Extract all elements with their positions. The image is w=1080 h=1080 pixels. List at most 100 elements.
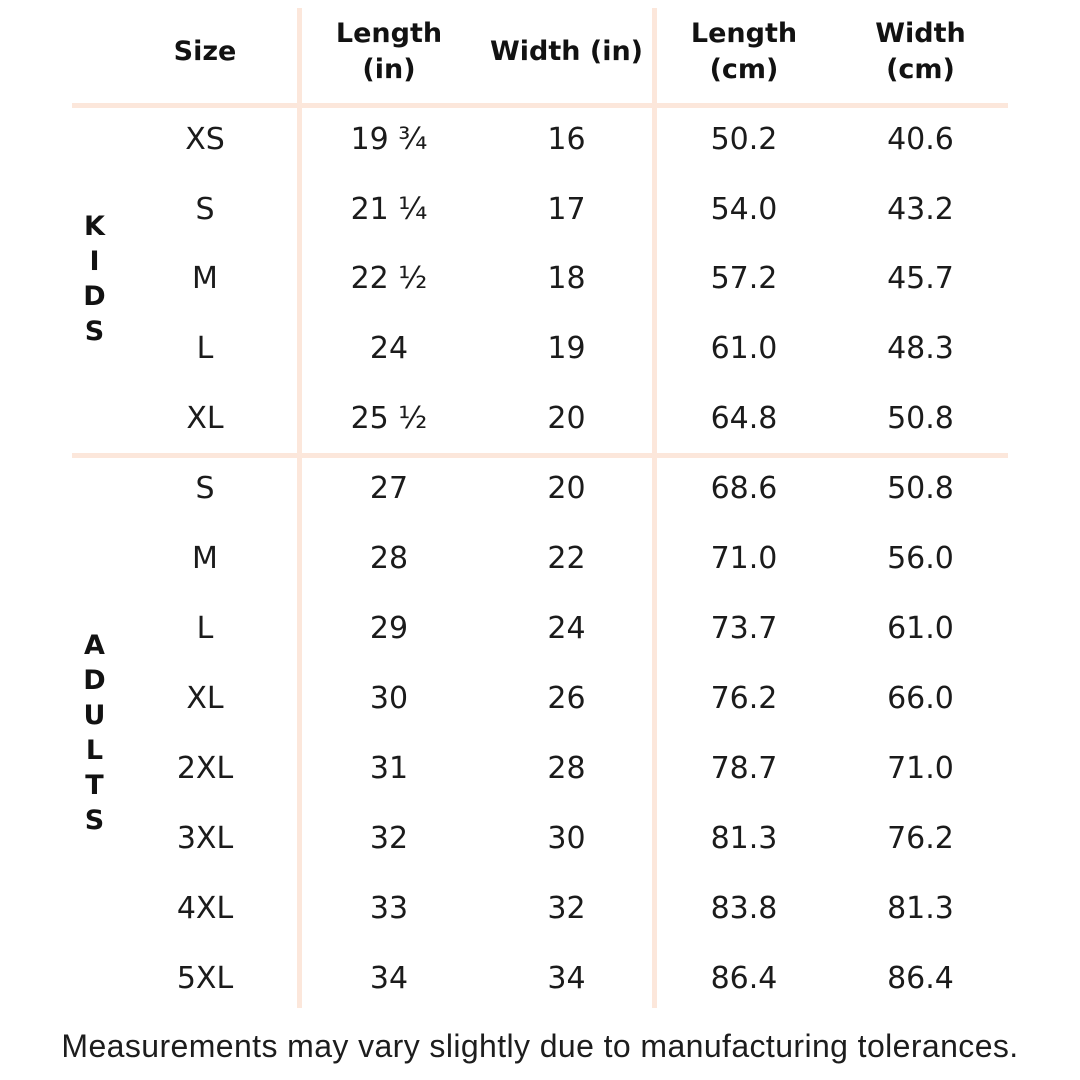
value-cell: 54.0 xyxy=(710,191,778,227)
value-cell: 17 xyxy=(547,191,586,227)
value-cell: 22 ½ xyxy=(350,261,428,297)
value-cell: 28 xyxy=(547,750,586,786)
size-cell: L xyxy=(196,610,214,646)
value-cell: 71.0 xyxy=(710,540,778,576)
value-cell: 81.3 xyxy=(887,890,954,926)
group-letter: D xyxy=(83,665,107,696)
value-cell: 48.3 xyxy=(887,331,954,367)
value-cell: 19 ¾ xyxy=(350,122,428,158)
table-row: XL 30 26 76.2 66.0 xyxy=(0,663,1008,733)
value-cell: 66.0 xyxy=(887,680,954,716)
group-letter: S xyxy=(84,805,106,836)
value-cell: 27 xyxy=(369,470,409,506)
value-cell: 64.8 xyxy=(710,400,778,436)
header-divider xyxy=(72,103,1008,108)
value-cell: 29 xyxy=(369,610,409,646)
rows-adults: S 27 20 68.6 50.8 M 28 22 71.0 56.0 L 29 24 73.7 61.0 X… xyxy=(0,453,1008,1013)
group-letter: U xyxy=(83,700,107,731)
value-cell: 20 xyxy=(547,470,586,506)
value-cell: 32 xyxy=(369,820,409,856)
column-header-length-in: Length (in) xyxy=(300,0,478,103)
table-row: L 29 24 73.7 61.0 xyxy=(0,593,1008,663)
value-cell: 40.6 xyxy=(887,122,954,158)
value-cell: 76.2 xyxy=(710,680,778,716)
value-cell: 71.0 xyxy=(887,750,954,786)
kids-adults-divider xyxy=(72,453,1008,458)
group-letter: L xyxy=(85,735,105,766)
value-cell: 43.2 xyxy=(887,191,954,227)
table-row: 2XL 31 28 78.7 71.0 xyxy=(0,733,1008,803)
table-row: 4XL 33 32 83.8 81.3 xyxy=(0,873,1008,943)
table-row: XS 19 ¾ 16 50.2 40.6 xyxy=(0,105,1008,175)
value-cell: 24 xyxy=(369,331,409,367)
value-cell: 18 xyxy=(547,261,586,297)
size-cell: XS xyxy=(185,122,225,158)
value-cell: 20 xyxy=(547,400,586,436)
group-letter: I xyxy=(89,246,101,277)
size-cell: S xyxy=(195,470,215,506)
column-header-label: Width (in) xyxy=(489,35,644,67)
table-row: S 27 20 68.6 50.8 xyxy=(0,453,1008,523)
vertical-divider-left xyxy=(297,8,302,1008)
value-cell: 19 xyxy=(547,331,586,367)
column-header-group-spacer xyxy=(0,0,110,103)
column-header-label: Length (in) xyxy=(335,17,443,85)
value-cell: 33 xyxy=(369,890,409,926)
column-header-label: Length (cm) xyxy=(690,17,798,85)
rows-kids: XS 19 ¾ 16 50.2 40.6 S 21 ¼ 17 54.0 43.2 M 22 ½ 18 57… xyxy=(0,105,1008,453)
column-header-width-in: Width (in) xyxy=(478,0,655,103)
group-letter: T xyxy=(85,770,105,801)
value-cell: 16 xyxy=(547,122,586,158)
value-cell: 25 ½ xyxy=(350,400,428,436)
table-row: M 28 22 71.0 56.0 xyxy=(0,523,1008,593)
value-cell: 26 xyxy=(547,680,586,716)
value-cell: 86.4 xyxy=(710,960,778,996)
size-cell: S xyxy=(195,191,215,227)
value-cell: 78.7 xyxy=(710,750,778,786)
value-cell: 31 xyxy=(369,750,409,786)
size-cell: 4XL xyxy=(176,890,234,926)
value-cell: 61.0 xyxy=(710,331,778,367)
value-cell: 30 xyxy=(369,680,409,716)
size-cell: L xyxy=(196,331,214,367)
value-cell: 50.8 xyxy=(887,470,954,506)
column-header-label: Width (cm) xyxy=(875,17,966,85)
column-header-width-cm: Width (cm) xyxy=(833,0,1008,103)
value-cell: 32 xyxy=(547,890,586,926)
value-cell: 34 xyxy=(369,960,409,996)
size-cell: 5XL xyxy=(176,960,234,996)
size-cell: XL xyxy=(186,680,224,716)
value-cell: 76.2 xyxy=(887,820,954,856)
column-header-length-cm: Length (cm) xyxy=(655,0,833,103)
group-letter: S xyxy=(84,316,106,347)
group-letter: K xyxy=(84,211,106,242)
value-cell: 68.6 xyxy=(710,470,778,506)
size-cell: 2XL xyxy=(176,750,234,786)
table-row: XL 25 ½ 20 64.8 50.8 xyxy=(0,383,1008,453)
value-cell: 28 xyxy=(369,540,409,576)
size-cell: 3XL xyxy=(176,820,234,856)
value-cell: 30 xyxy=(547,820,586,856)
value-cell: 34 xyxy=(547,960,586,996)
table-row: S 21 ¼ 17 54.0 43.2 xyxy=(0,175,1008,245)
vertical-divider-right xyxy=(652,8,657,1008)
header-row: Size Length (in) Width (in) Length (cm) … xyxy=(0,0,1008,103)
size-cell: M xyxy=(192,261,218,297)
group-letter: D xyxy=(83,281,107,312)
column-header-size: Size xyxy=(110,0,300,103)
value-cell: 81.3 xyxy=(710,820,778,856)
value-cell: 50.2 xyxy=(710,122,778,158)
value-cell: 61.0 xyxy=(887,610,954,646)
table-row: 5XL 34 34 86.4 86.4 xyxy=(0,943,1008,1013)
group-letter: A xyxy=(84,630,106,661)
value-cell: 45.7 xyxy=(887,261,954,297)
table-row: L 24 19 61.0 48.3 xyxy=(0,314,1008,384)
value-cell: 24 xyxy=(547,610,586,646)
value-cell: 86.4 xyxy=(887,960,954,996)
value-cell: 73.7 xyxy=(710,610,778,646)
